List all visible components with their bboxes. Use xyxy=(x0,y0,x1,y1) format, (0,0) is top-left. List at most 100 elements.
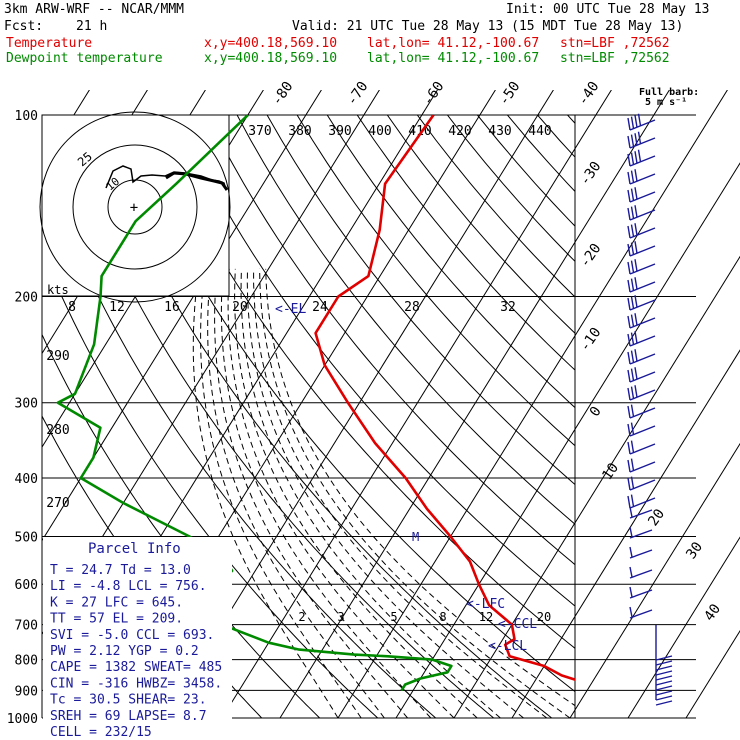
low-level-wind-barb xyxy=(655,665,673,671)
wind-barb-flag xyxy=(627,279,631,293)
mixing-ratio-label: 16 xyxy=(164,300,180,315)
moist-adiabat-line xyxy=(220,268,432,718)
wind-barb-flag xyxy=(627,405,631,419)
wind-barb-flag xyxy=(629,606,633,618)
isotherm-line xyxy=(42,90,322,542)
dry-adiabat-line xyxy=(206,115,575,566)
wind-barb-flag xyxy=(630,386,635,399)
wind-barbs: Full barb:5 m s⁻¹ xyxy=(627,87,699,706)
low-level-wind-barb xyxy=(655,655,673,661)
wind-barb-flag xyxy=(630,260,635,273)
wind-barb-flag xyxy=(627,243,631,257)
parcel-row: T = 24.7 Td = 13.0 xyxy=(50,563,191,578)
pressure-tick-label: 700 xyxy=(15,619,38,634)
wind-barb-flag xyxy=(629,506,633,518)
wind-barb-flag xyxy=(630,458,635,471)
wind-barb-flag xyxy=(630,188,635,201)
dewpoint-legend-label: Dewpoint temperature xyxy=(6,51,163,66)
temperature-profile-line xyxy=(314,115,575,681)
wind-barb-staff xyxy=(629,191,656,203)
wind-barb-flag xyxy=(634,187,638,200)
isotherm-label: 20 xyxy=(645,506,668,529)
wind-barb-flag xyxy=(634,241,638,254)
theta-label: 440 xyxy=(528,124,551,139)
dry-adiabats xyxy=(42,115,575,718)
wind-barb-flag xyxy=(637,113,642,126)
wind-barb-staff xyxy=(629,609,653,619)
dry-adiabat-line xyxy=(116,115,575,693)
moist-adiabat-line xyxy=(253,268,548,718)
wind-barb-flag xyxy=(630,296,635,309)
wind-barb-flag xyxy=(634,169,638,182)
dry-adiabat-line xyxy=(146,115,575,649)
isotherm-line xyxy=(279,90,670,719)
dry-adiabat-line xyxy=(86,115,553,718)
parcel-row: CIN = -316 HWBZ= 3458. xyxy=(50,676,222,691)
wind-barb-flag xyxy=(630,152,635,165)
wind-barb-flag xyxy=(627,441,631,455)
wind-barb-staff xyxy=(629,209,656,221)
parcel-row: SVI = -5.0 CCL = 693. xyxy=(50,628,214,643)
isotherm-label: 10 xyxy=(599,460,622,483)
parcel-row: CELL = 232/15 xyxy=(50,725,152,740)
wind-barb-flag xyxy=(627,153,631,167)
wind-barb-staff xyxy=(629,335,656,347)
wind-barb-flag xyxy=(630,278,635,291)
mixing-ratio-label: 12 xyxy=(109,300,125,315)
temperature-station: stn=LBF ,72562 xyxy=(560,36,670,51)
mark-m: M xyxy=(412,530,419,544)
theta-label-left: 290 xyxy=(46,349,69,364)
parcel-row: LI = -4.8 LCL = 756. xyxy=(50,579,207,594)
low-mixing-ratio-label: 5 xyxy=(390,610,397,624)
dry-adiabat-line xyxy=(42,160,437,718)
low-mixing-ratio-label: 2 xyxy=(298,610,305,624)
wind-barb-flag xyxy=(630,242,635,255)
mixing-ratio-label: 8 xyxy=(68,300,76,315)
wind-barb-staff xyxy=(629,353,656,365)
wind-barb-flag xyxy=(634,115,638,128)
low-level-wind-barb xyxy=(655,675,673,681)
low-level-wind-barb xyxy=(655,690,673,696)
pressure-tick-label: 900 xyxy=(15,684,38,699)
wind-barb-flag xyxy=(630,332,635,345)
low-level-wind-barb xyxy=(655,660,673,666)
dry-adiabat-line xyxy=(386,115,575,334)
low-mixing-ratio-label: 3 xyxy=(337,610,344,624)
wind-barb-staff xyxy=(629,317,656,329)
theta-label: 370 xyxy=(248,124,271,139)
full-barb-units: 5 m s⁻¹ xyxy=(645,97,687,108)
wind-barb-flag xyxy=(637,131,642,144)
wind-barb-flag xyxy=(634,295,638,308)
wind-barb-flag xyxy=(634,151,638,164)
wind-barb-flag xyxy=(630,224,635,237)
wind-barb-flag xyxy=(630,476,635,489)
wind-barb-flag xyxy=(627,189,631,203)
pressure-tick-label: 600 xyxy=(15,578,38,593)
wind-barb-flag xyxy=(627,315,631,329)
dry-adiabat-line xyxy=(56,115,495,718)
isotherm-label: -60 xyxy=(420,79,448,109)
isotherm-line xyxy=(395,162,740,719)
wind-barb-flag xyxy=(637,149,642,162)
wind-barb-staff xyxy=(629,155,656,167)
moist-adiabats xyxy=(192,268,575,718)
wind-barb-flag xyxy=(634,349,638,362)
moist-adiabat-line xyxy=(192,268,339,718)
level-markers: <-EL <-LFC <-CCL <-LCL M xyxy=(275,302,537,654)
pressure-tick-label: 500 xyxy=(15,530,38,545)
pressure-tick-label: 100 xyxy=(15,109,38,124)
low-level-wind-barb xyxy=(655,670,673,676)
wind-barb-staff xyxy=(629,371,656,383)
pressure-tick-label: 200 xyxy=(15,291,38,306)
isotherm-label: -50 xyxy=(496,79,524,109)
init-time: Init: 00 UTC Tue 28 May 13 xyxy=(506,2,710,17)
forecast-hour: 21 h xyxy=(76,19,108,34)
wind-barb-flag xyxy=(629,546,633,558)
wind-barb-flag xyxy=(634,277,638,290)
valid-time: Valid: 21 UTC Tue 28 May 13 (15 MDT Tue … xyxy=(292,19,684,34)
wind-barb-flag xyxy=(627,333,631,347)
theta-label: 400 xyxy=(368,124,391,139)
wind-barb-staff xyxy=(629,407,656,419)
